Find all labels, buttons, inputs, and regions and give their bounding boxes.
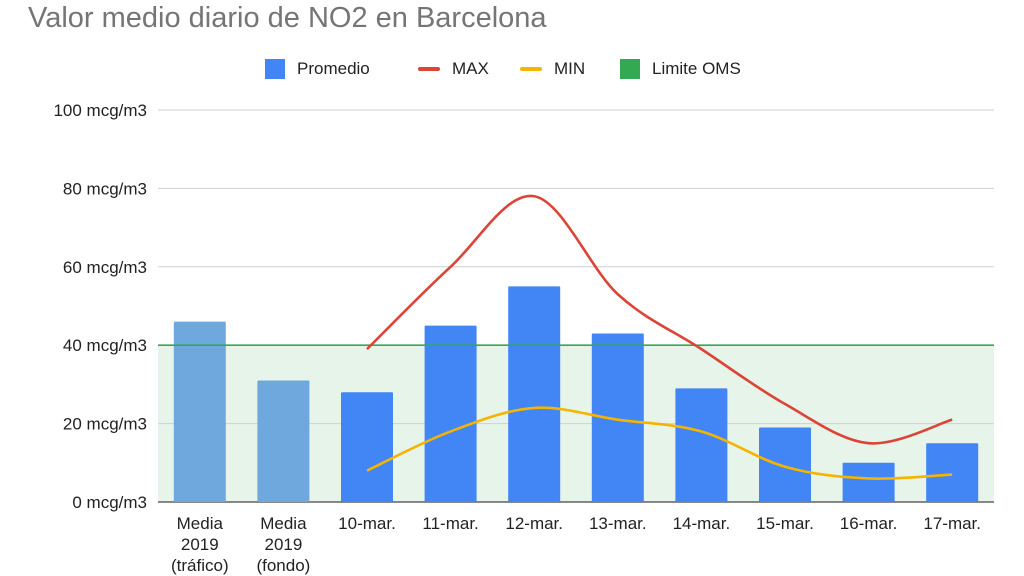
- x-tick-label: 16-mar.: [840, 514, 898, 533]
- bar[interactable]: [424, 325, 477, 502]
- bar[interactable]: [842, 462, 895, 502]
- bars: [173, 286, 979, 502]
- y-tick-label: 80 mcg/m3: [63, 179, 147, 198]
- x-tick-label: 10-mar.: [338, 514, 396, 533]
- legend-label-min: MIN: [554, 59, 586, 78]
- legend-label-max: MAX: [452, 59, 489, 78]
- bar[interactable]: [759, 427, 811, 502]
- legend-swatch-limite-oms: [620, 59, 640, 79]
- max-series-line: [366, 194, 953, 445]
- x-tick-label: 11-mar.: [422, 514, 478, 533]
- x-tick-label: (tráfico): [171, 556, 229, 575]
- y-tick-label: 40 mcg/m3: [63, 336, 147, 355]
- legend-swatch-max: [418, 67, 440, 71]
- bar[interactable]: [591, 333, 644, 502]
- legend-item-promedio[interactable]: Promedio: [265, 56, 370, 82]
- min-series-line: [366, 406, 953, 481]
- bar[interactable]: [257, 380, 310, 502]
- chart-title: Valor medio diario de NO2 en Barcelona: [28, 2, 547, 34]
- y-tick-label: 0 mcg/m3: [72, 493, 147, 512]
- x-tick-label: Media: [177, 514, 224, 533]
- bar[interactable]: [173, 321, 226, 502]
- y-tick-label: 100 mcg/m3: [53, 101, 147, 120]
- legend-label-promedio: Promedio: [297, 59, 370, 78]
- legend-item-max[interactable]: MAX: [418, 56, 489, 82]
- x-tick-label: (fondo): [256, 556, 310, 575]
- legend-item-limite-oms[interactable]: Limite OMS: [620, 56, 741, 82]
- y-tick-label: 20 mcg/m3: [63, 415, 147, 434]
- bar[interactable]: [341, 392, 393, 502]
- x-tick-label: 15-mar.: [756, 514, 814, 533]
- x-tick-label: Media: [260, 514, 307, 533]
- x-tick-label: 2019: [181, 535, 219, 554]
- x-tick-label: 14-mar.: [673, 514, 731, 533]
- y-tick-label: 60 mcg/m3: [63, 258, 147, 277]
- y-axis: 0 mcg/m3 20 mcg/m3 40 mcg/m3 60 mcg/m3 80 mc…: [53, 101, 147, 512]
- legend-swatch-min: [520, 67, 542, 71]
- x-tick-label: 2019: [264, 535, 302, 554]
- bar[interactable]: [675, 388, 728, 502]
- x-axis: Media 2019 (tráfico) Media 2019 (fondo) 10-mar…: [171, 514, 981, 575]
- x-tick-label: 17-mar.: [923, 514, 981, 533]
- legend-swatch-promedio: [265, 59, 285, 79]
- x-tick-label: 13-mar.: [589, 514, 647, 533]
- legend: Promedio MAX MIN Limite OMS: [0, 56, 1024, 82]
- legend-item-min[interactable]: MIN: [520, 56, 585, 82]
- x-tick-label: 12-mar.: [505, 514, 563, 533]
- bar[interactable]: [508, 286, 561, 502]
- legend-label-limite-oms: Limite OMS: [652, 59, 741, 78]
- bar[interactable]: [926, 443, 979, 502]
